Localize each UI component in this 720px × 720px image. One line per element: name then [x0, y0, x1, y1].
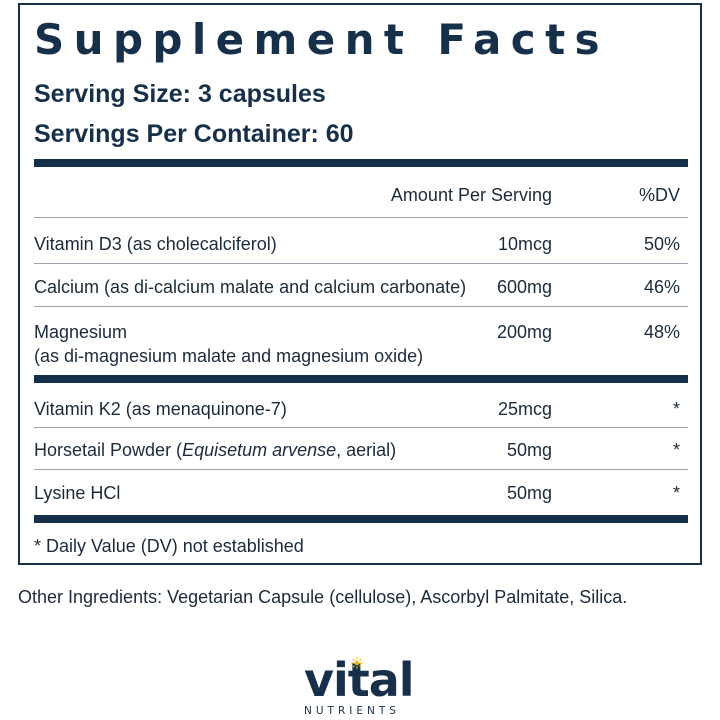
divider-bar-bottom — [34, 515, 688, 523]
nutrient-amount: 25mcg — [497, 399, 552, 419]
nutrient-dv: 48% — [643, 322, 680, 342]
nutrient-amount: 50mg — [506, 440, 552, 460]
divider-line — [34, 427, 688, 428]
nutrient-dv: * — [672, 440, 680, 460]
nutrient-dv: 46% — [643, 277, 680, 297]
nutrient-amount: 50mg — [506, 483, 552, 503]
footnote: * Daily Value (DV) not established — [34, 536, 304, 556]
nutrient-name: Vitamin D3 (as cholecalciferol) — [34, 234, 277, 254]
panel-title: Supplement Facts — [34, 15, 609, 64]
brand-logo: vital NUTRIENTS — [290, 655, 430, 719]
column-header-amount: Amount Per Serving — [390, 185, 552, 205]
other-ingredients: Other Ingredients: Vegetarian Capsule (c… — [18, 587, 628, 607]
nutrient-species: Equisetum arvense — [182, 440, 337, 460]
divider-line — [34, 306, 688, 307]
nutrient-name-prefix: Horsetail Powder ( — [34, 440, 183, 460]
nutrient-source: (as di-magnesium malate and magnesium ox… — [34, 346, 424, 366]
column-header-dv: %DV — [638, 185, 680, 205]
divider-bar-top — [34, 159, 688, 167]
divider-bar-middle — [34, 375, 688, 383]
nutrient-amount: 200mg — [496, 322, 552, 342]
nutrient-dv: 50% — [643, 234, 680, 254]
divider-line — [34, 217, 688, 218]
nutrient-amount: 10mcg — [497, 234, 552, 254]
nutrient-name: Horsetail Powder (Equisetum arvense, aer… — [34, 438, 396, 462]
nutrient-name: Lysine HCl — [34, 483, 121, 503]
brand-subtitle: NUTRIENTS — [304, 705, 400, 717]
divider-line — [34, 263, 688, 264]
brand-name: vital — [304, 653, 415, 707]
nutrient-dv: * — [672, 483, 680, 503]
nutrient-name: Calcium (as di-calcium malate and calciu… — [34, 277, 467, 297]
nutrient-amount: 600mg — [496, 277, 552, 297]
nutrient-name: Magnesium — [34, 322, 128, 342]
sun-icon — [351, 657, 363, 669]
supplement-facts-panel: Supplement Facts Serving Size: 3 capsule… — [18, 3, 702, 565]
nutrient-name-suffix: , aerial) — [336, 440, 397, 460]
servings-per-container: Servings Per Container: 60 — [34, 120, 354, 148]
nutrient-dv: * — [672, 399, 680, 419]
nutrient-name: Vitamin K2 (as menaquinone-7) — [34, 399, 287, 419]
serving-size: Serving Size: 3 capsules — [34, 80, 326, 108]
divider-line — [34, 469, 688, 470]
